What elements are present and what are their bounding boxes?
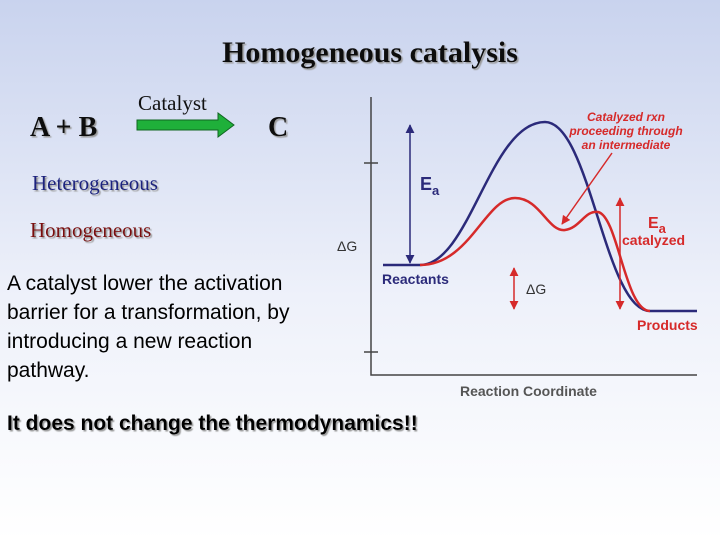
product-eq: C [268, 112, 288, 143]
title: Homogeneous catalysis [222, 36, 518, 69]
catalyst-label: Catalyst [138, 91, 207, 115]
x-axis-label: Reaction Coordinate [460, 383, 597, 399]
ea-cat-main: E [648, 215, 659, 232]
explanation: A catalyst lower the activation barrier … [7, 272, 290, 382]
reactants-eq: A + B [30, 112, 97, 143]
reaction-arrow [136, 112, 235, 138]
explanation-line: pathway. [7, 359, 90, 382]
annotation: Catalyzed rxn proceeding through an inte… [568, 110, 682, 152]
term-heterogeneous: Heterogeneous [32, 171, 158, 195]
ea-catalyzed-label: Ea [648, 215, 667, 236]
energy-diagram: Ea Ea catalyzed ΔG Reactants Products Re… [364, 97, 698, 399]
axes [370, 97, 697, 376]
ea-cat-sub: a [659, 221, 667, 236]
ea-catalyzed-note: catalyzed [622, 232, 685, 248]
products-label: Products [637, 317, 698, 333]
explanation-line: introducing a new reaction [7, 330, 252, 353]
conclusion: It does not change the thermodynamics!! [7, 412, 418, 435]
ea-sub: a [432, 183, 440, 198]
reactants-label: Reactants [382, 271, 449, 287]
explanation-line: A catalyst lower the activation [7, 272, 282, 295]
term-homogeneous: Homogeneous [30, 218, 151, 242]
annotation-line: Catalyzed rxn [587, 110, 665, 124]
side-label: ΔG [337, 238, 357, 254]
delta-g-label: ΔG [526, 281, 546, 297]
explanation-line: barrier for a transformation, by [7, 301, 290, 324]
ea-main: E [420, 174, 432, 194]
annotation-line: an intermediate [582, 138, 671, 152]
annotation-arrow [561, 152, 613, 225]
ea-label: Ea [420, 174, 440, 198]
annotation-line: proceeding through [568, 124, 682, 138]
